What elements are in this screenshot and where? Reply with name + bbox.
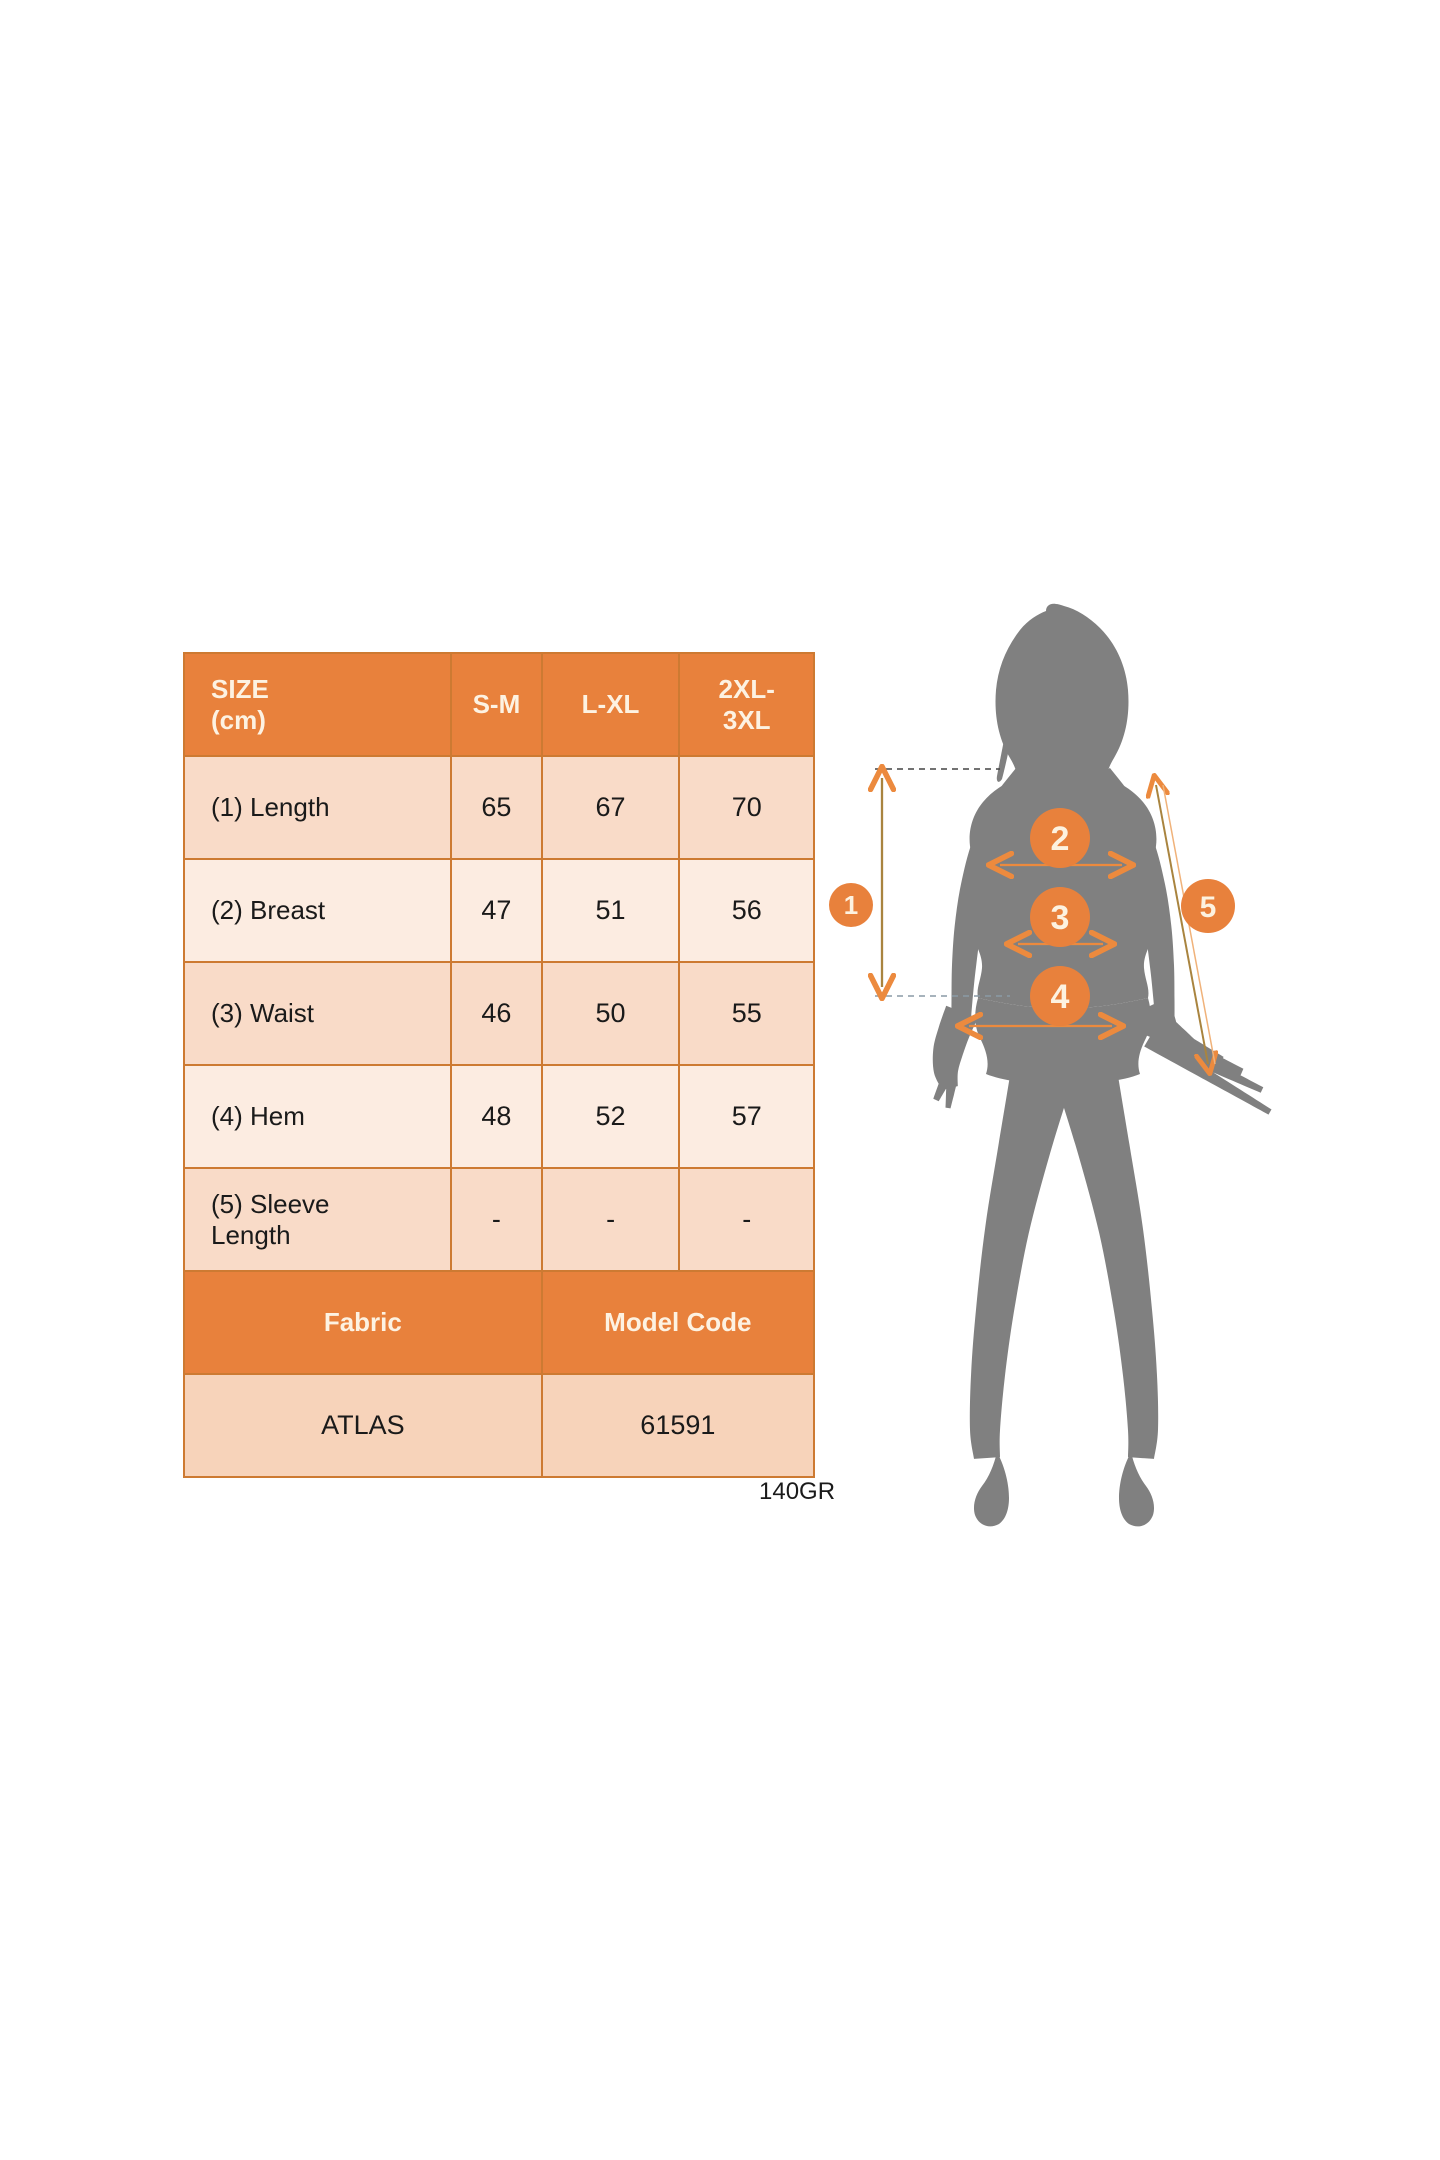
- svg-text:1: 1: [844, 890, 858, 920]
- svg-text:5: 5: [1200, 891, 1217, 924]
- svg-text:2: 2: [1051, 820, 1070, 858]
- svg-text:4: 4: [1051, 978, 1070, 1016]
- svg-text:3: 3: [1051, 899, 1070, 937]
